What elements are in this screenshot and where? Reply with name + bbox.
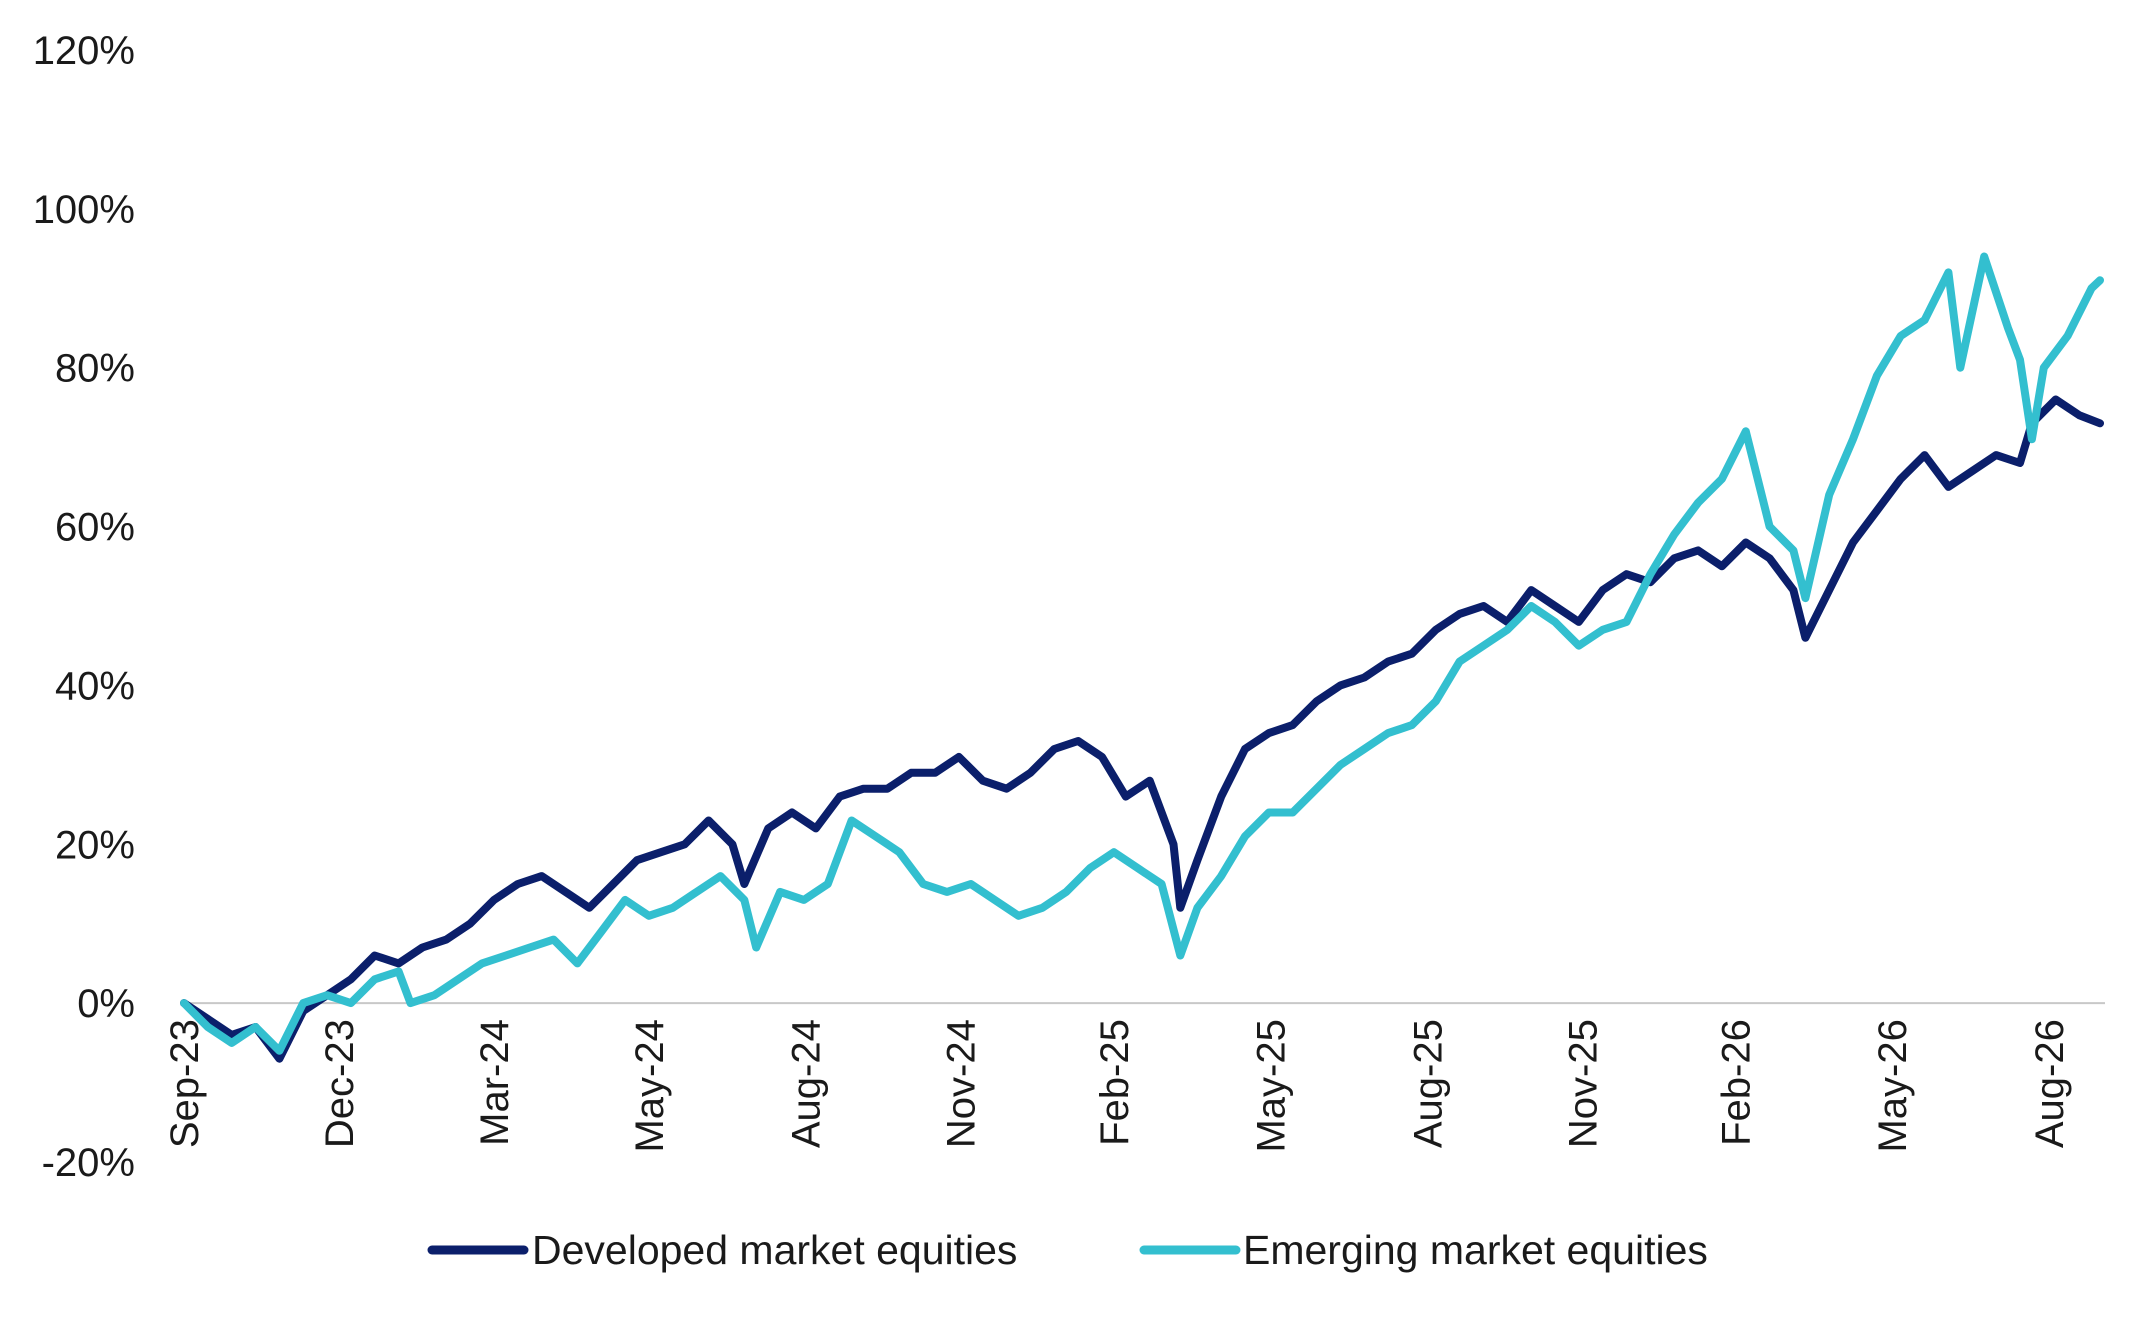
y-tick-label: 60% <box>55 506 135 550</box>
legend-label: Emerging market equities <box>1243 1227 1708 1273</box>
series-line-developed <box>180 395 2104 1063</box>
x-tick-label: Dec-23 <box>318 1019 362 1148</box>
y-tick-label: 120% <box>33 29 135 73</box>
x-tick-label: May-24 <box>628 1019 672 1152</box>
y-tick-label: 100% <box>33 188 135 232</box>
x-axis-tick-labels: Sep-23 Dec-23 Mar-24 May-24 Aug-24 Nov-24 Feb-… <box>163 1019 2072 1152</box>
x-tick-label: May-25 <box>1250 1019 1294 1152</box>
series-lines <box>180 252 2104 1063</box>
x-tick-label: Sep-23 <box>163 1019 207 1148</box>
y-tick-label: 20% <box>55 823 135 867</box>
y-tick-label: -20% <box>42 1141 135 1185</box>
x-tick-label: Nov-24 <box>940 1019 984 1148</box>
x-tick-label: Mar-24 <box>473 1019 517 1146</box>
x-tick-label: Aug-26 <box>2028 1019 2072 1148</box>
x-tick-label: Aug-24 <box>785 1019 829 1148</box>
x-tick-label: Feb-25 <box>1093 1019 1137 1146</box>
x-tick-label: Nov-25 <box>1561 1019 1605 1148</box>
x-tick-label: Aug-25 <box>1406 1019 1450 1148</box>
y-tick-label: 80% <box>55 347 135 391</box>
x-tick-label: Feb-26 <box>1715 1019 1759 1146</box>
legend: Developed market equities Emerging market… <box>427 1227 1708 1273</box>
y-axis-tick-labels: -20% 0% 20% 40% 60% 80% 100% 120% <box>33 29 135 1185</box>
series-line-emerging <box>180 252 2104 1055</box>
y-tick-label: 0% <box>77 982 135 1026</box>
x-tick-label: May-26 <box>1871 1019 1915 1152</box>
legend-label: Developed market equities <box>532 1227 1017 1273</box>
y-tick-label: 40% <box>55 664 135 708</box>
